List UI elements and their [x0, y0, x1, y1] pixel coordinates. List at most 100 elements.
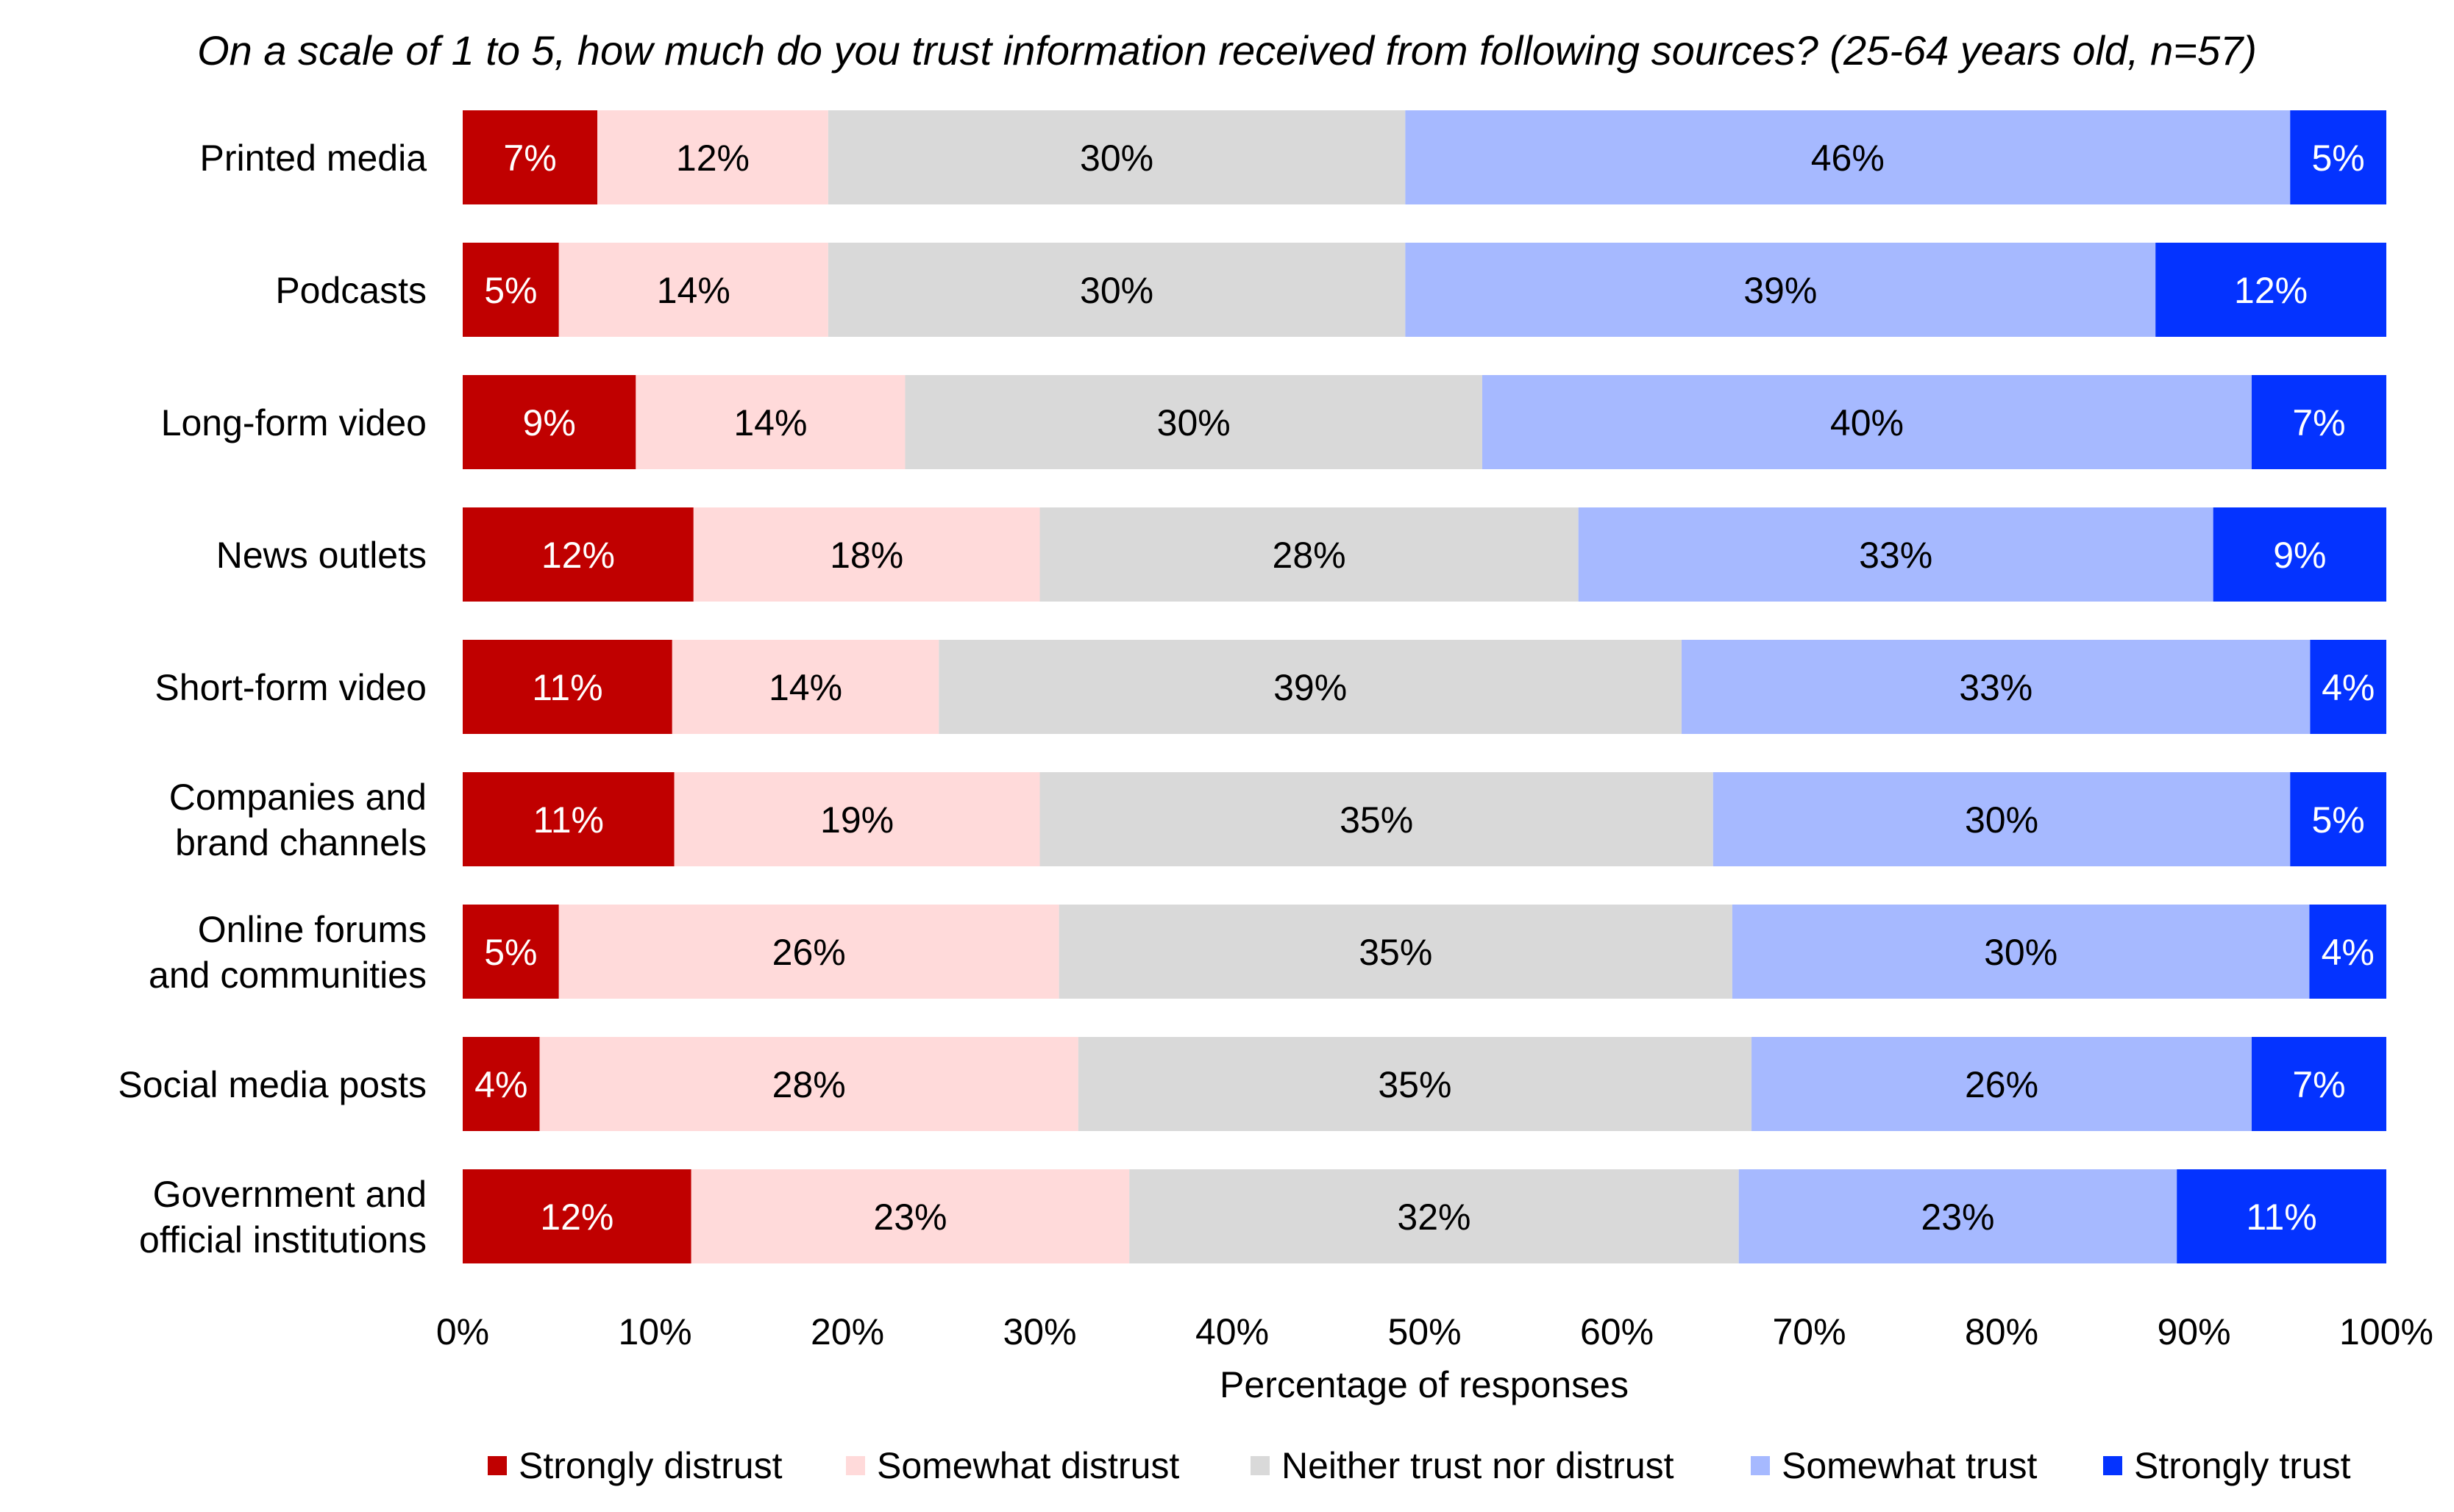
bar-segment — [2177, 1169, 2386, 1263]
x-tick-label: 20% — [811, 1311, 884, 1352]
bar-segment — [463, 375, 636, 469]
bar-segment — [2290, 110, 2386, 204]
data-label: 33% — [1859, 535, 1932, 576]
data-label: 4% — [474, 1064, 527, 1105]
bar-segment — [463, 640, 672, 734]
data-label: 35% — [1359, 932, 1432, 973]
data-label: 23% — [873, 1197, 947, 1238]
bar-segment — [691, 1169, 1130, 1263]
data-label: 35% — [1340, 799, 1413, 841]
legend-label: Strongly distrust — [519, 1445, 783, 1486]
data-label: 23% — [1921, 1197, 1994, 1238]
bar-segment — [1405, 110, 2291, 204]
bar-segment — [463, 1037, 540, 1131]
data-label: 11% — [533, 799, 604, 841]
data-label: 11% — [532, 667, 602, 708]
category-label: Social media posts — [118, 1064, 427, 1105]
data-label: 7% — [503, 138, 556, 179]
bar-segment — [2309, 905, 2386, 999]
category-label: Government and — [153, 1174, 427, 1215]
data-label: 19% — [820, 799, 894, 841]
data-label: 30% — [1080, 270, 1153, 311]
category-label: Companies and — [169, 777, 427, 818]
bar-segment — [463, 507, 694, 602]
x-tick-label: 30% — [1003, 1311, 1076, 1352]
legend: Strongly distrust Somewhat distrust Neithe… — [488, 1445, 2351, 1486]
category-label: Long-form video — [161, 402, 427, 443]
x-tick-label: 0% — [436, 1311, 489, 1352]
bar-segment — [463, 243, 559, 337]
bar-segment — [1682, 640, 2311, 734]
data-label: 30% — [1965, 799, 2038, 841]
chart-title: On a scale of 1 to 5, how much do you tr… — [197, 27, 2257, 74]
bar-segment — [1129, 1169, 1739, 1263]
x-tick-label: 50% — [1387, 1311, 1461, 1352]
data-label: 26% — [772, 932, 846, 973]
legend-swatch — [1251, 1456, 1270, 1475]
legend-label: Somewhat trust — [1782, 1445, 2037, 1486]
bar-segment — [463, 905, 559, 999]
data-label: 30% — [1984, 932, 2058, 973]
data-label: 14% — [769, 667, 842, 708]
bar-segment — [1578, 507, 2213, 602]
data-label: 28% — [772, 1064, 846, 1105]
data-label: 4% — [2322, 667, 2375, 708]
data-label: 26% — [1965, 1064, 2038, 1105]
category-labels: Printed media Podcasts Long-form video News… — [118, 138, 427, 1260]
data-label: 5% — [2311, 138, 2364, 179]
bar-segment — [1405, 243, 2156, 337]
data-label: 7% — [2292, 1064, 2345, 1105]
legend-swatch — [846, 1456, 865, 1475]
bar-segment — [828, 110, 1406, 204]
data-label: 28% — [1273, 535, 1346, 576]
data-label: 39% — [1743, 270, 1817, 311]
x-tick-label: 70% — [1772, 1311, 1846, 1352]
bar-segment — [939, 640, 1682, 734]
legend-swatch — [2103, 1456, 2122, 1475]
bar-segment — [558, 243, 828, 337]
x-tick-label: 60% — [1580, 1311, 1654, 1352]
x-tick-label: 90% — [2157, 1311, 2230, 1352]
bar-segment — [672, 640, 939, 734]
data-label: 12% — [676, 138, 750, 179]
category-label: brand channels — [175, 822, 427, 863]
bar-segment — [463, 1169, 691, 1263]
data-label: 5% — [484, 270, 537, 311]
x-tick-label: 80% — [1965, 1311, 2038, 1352]
bar-segment — [1482, 375, 2252, 469]
data-label: 9% — [2273, 535, 2326, 576]
data-label: 33% — [1959, 667, 2032, 708]
data-label: 14% — [733, 402, 807, 443]
bar-segment — [597, 110, 828, 204]
bar-segment — [2155, 243, 2386, 337]
bar-segment — [463, 772, 675, 866]
data-label: 5% — [2311, 799, 2364, 841]
bar-segment — [1078, 1037, 1752, 1131]
data-label: 18% — [830, 535, 903, 576]
bar-segment — [2251, 1037, 2386, 1131]
data-label: 39% — [1273, 667, 1347, 708]
data-label: 12% — [2234, 270, 2308, 311]
x-tick-label: 10% — [618, 1311, 691, 1352]
data-label: 32% — [1397, 1197, 1470, 1238]
x-axis-label: Percentage of responses — [1220, 1364, 1629, 1405]
bar-segment — [558, 905, 1059, 999]
x-tick-label: 40% — [1195, 1311, 1269, 1352]
bar-segment — [1039, 772, 1713, 866]
data-label: 7% — [2292, 402, 2345, 443]
bar-segment — [674, 772, 1040, 866]
bar-segment — [1059, 905, 1732, 999]
bar-segment — [1713, 772, 2291, 866]
data-label: 30% — [1080, 138, 1153, 179]
category-label: Printed media — [200, 138, 427, 179]
legend-swatch — [1751, 1456, 1770, 1475]
x-tick-label: 100% — [2339, 1311, 2433, 1352]
data-label: 30% — [1157, 402, 1231, 443]
x-axis-ticks: 0% 10% 20% 30% 40% 50% 60% 70% 80% 90% 100% — [436, 1311, 2433, 1352]
category-label: official institutions — [139, 1219, 427, 1260]
category-label: Online forums — [198, 909, 427, 950]
data-label: 5% — [484, 932, 537, 973]
bar-segment — [1738, 1169, 2177, 1263]
bar-segment — [2251, 375, 2386, 469]
